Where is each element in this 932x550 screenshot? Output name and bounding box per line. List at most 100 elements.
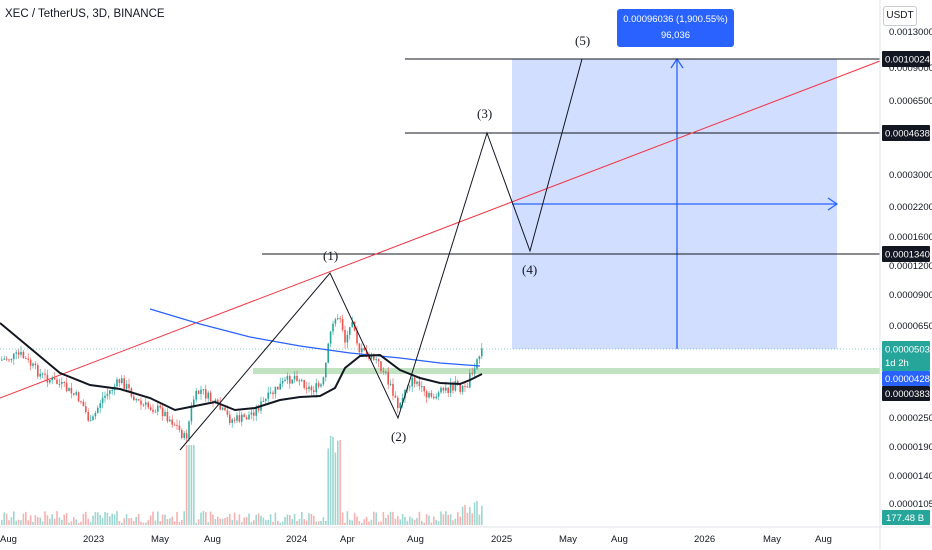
price-tag-bg — [882, 51, 930, 67]
volume-bar — [87, 518, 89, 525]
candle-body — [375, 359, 377, 361]
candle-body — [181, 429, 183, 438]
volume-bar — [39, 517, 41, 525]
candle-body — [44, 373, 46, 375]
candle-body — [56, 379, 58, 384]
price-tag-text: 0.00004280 — [885, 374, 932, 385]
volume-bar — [313, 515, 315, 525]
volume-bar — [159, 521, 161, 525]
candle-body — [428, 392, 430, 398]
moving-average-blue — [149, 308, 481, 367]
candle-body — [25, 358, 27, 360]
candle-body — [190, 405, 193, 422]
volume-bar — [464, 504, 466, 525]
volume-bar — [404, 516, 406, 525]
volume-bar — [125, 514, 128, 525]
volume-bar — [77, 522, 80, 525]
volume-bar — [356, 516, 358, 525]
wave-label-1: (1) — [323, 248, 338, 263]
volume-bar — [109, 516, 111, 525]
candle-body — [241, 414, 243, 422]
volume-bar — [428, 515, 430, 525]
volume-bar — [145, 522, 147, 525]
volume-bar — [329, 435, 332, 525]
candle-body — [1, 359, 3, 361]
candle-body — [118, 379, 121, 383]
volume-bar — [209, 511, 212, 525]
tooltip-line-1: 0.00096036 (1,900.55%) 96,036 — [623, 14, 728, 41]
volume-bar — [219, 518, 221, 525]
candle-body — [332, 323, 334, 332]
candle-body — [140, 400, 142, 405]
volume-bar — [265, 520, 267, 525]
volume-bar — [224, 518, 226, 525]
volume-bar — [157, 511, 159, 525]
candle-body — [322, 377, 325, 385]
volume-bar — [397, 516, 399, 525]
candle-body — [341, 319, 344, 330]
candle-body — [22, 351, 25, 359]
candle-body — [41, 373, 44, 375]
candle-body — [351, 321, 353, 328]
volume-bar — [53, 518, 56, 525]
volume-bar — [241, 522, 243, 525]
volume-bar — [279, 522, 281, 525]
volume-bar — [51, 514, 53, 525]
volume-bar — [473, 502, 476, 525]
candle-body — [152, 409, 154, 412]
candle-body — [161, 407, 164, 417]
volume-bar — [447, 514, 449, 525]
volume-bar — [97, 512, 99, 525]
candle-body — [92, 416, 94, 421]
currency-button[interactable]: USDT — [883, 6, 917, 26]
volume-bar — [332, 436, 334, 525]
candle-body — [464, 385, 466, 387]
volume-bar — [205, 512, 207, 525]
elliott-wave-path[interactable] — [179, 58, 583, 451]
candle-body — [51, 377, 53, 381]
candle-body — [166, 411, 169, 422]
volume-bar — [315, 521, 317, 525]
volume-bar — [337, 440, 339, 525]
candle-body — [313, 390, 315, 393]
candle-body — [8, 359, 10, 361]
candle-body — [147, 402, 149, 408]
wave-label-4: (4) — [522, 262, 537, 277]
volume-bar — [327, 448, 329, 525]
volume-bar — [217, 516, 219, 525]
volume-bar — [178, 521, 181, 525]
volume-bar — [421, 520, 423, 525]
candle-body — [68, 387, 70, 391]
candle-body — [178, 425, 181, 430]
volume-bar — [169, 518, 171, 525]
candle-body — [478, 356, 481, 360]
candle-body — [77, 392, 80, 402]
x-tick-apr-2024: Apr — [340, 534, 355, 545]
volume-bar — [118, 520, 121, 525]
candle-body — [70, 387, 73, 394]
volume-bar — [365, 516, 368, 525]
candle-body — [274, 386, 277, 395]
candle-body — [61, 382, 63, 384]
volume-bar — [94, 512, 97, 525]
trendline[interactable] — [0, 60, 881, 399]
volume-bar — [389, 511, 392, 525]
volume-bar — [459, 516, 461, 525]
candle-body — [202, 389, 205, 391]
support-band[interactable] — [253, 368, 880, 374]
candle-body — [128, 384, 130, 389]
price-tag-bg — [882, 125, 930, 141]
candle-body — [365, 350, 368, 355]
candle-body — [73, 393, 75, 395]
candle-body — [89, 420, 92, 422]
candle-body — [262, 400, 265, 402]
x-tick-2023: 2023 — [83, 534, 104, 545]
candle-body — [101, 397, 104, 404]
volume-bar — [32, 521, 34, 525]
candle-body — [39, 373, 41, 377]
volume-bar — [188, 445, 190, 525]
